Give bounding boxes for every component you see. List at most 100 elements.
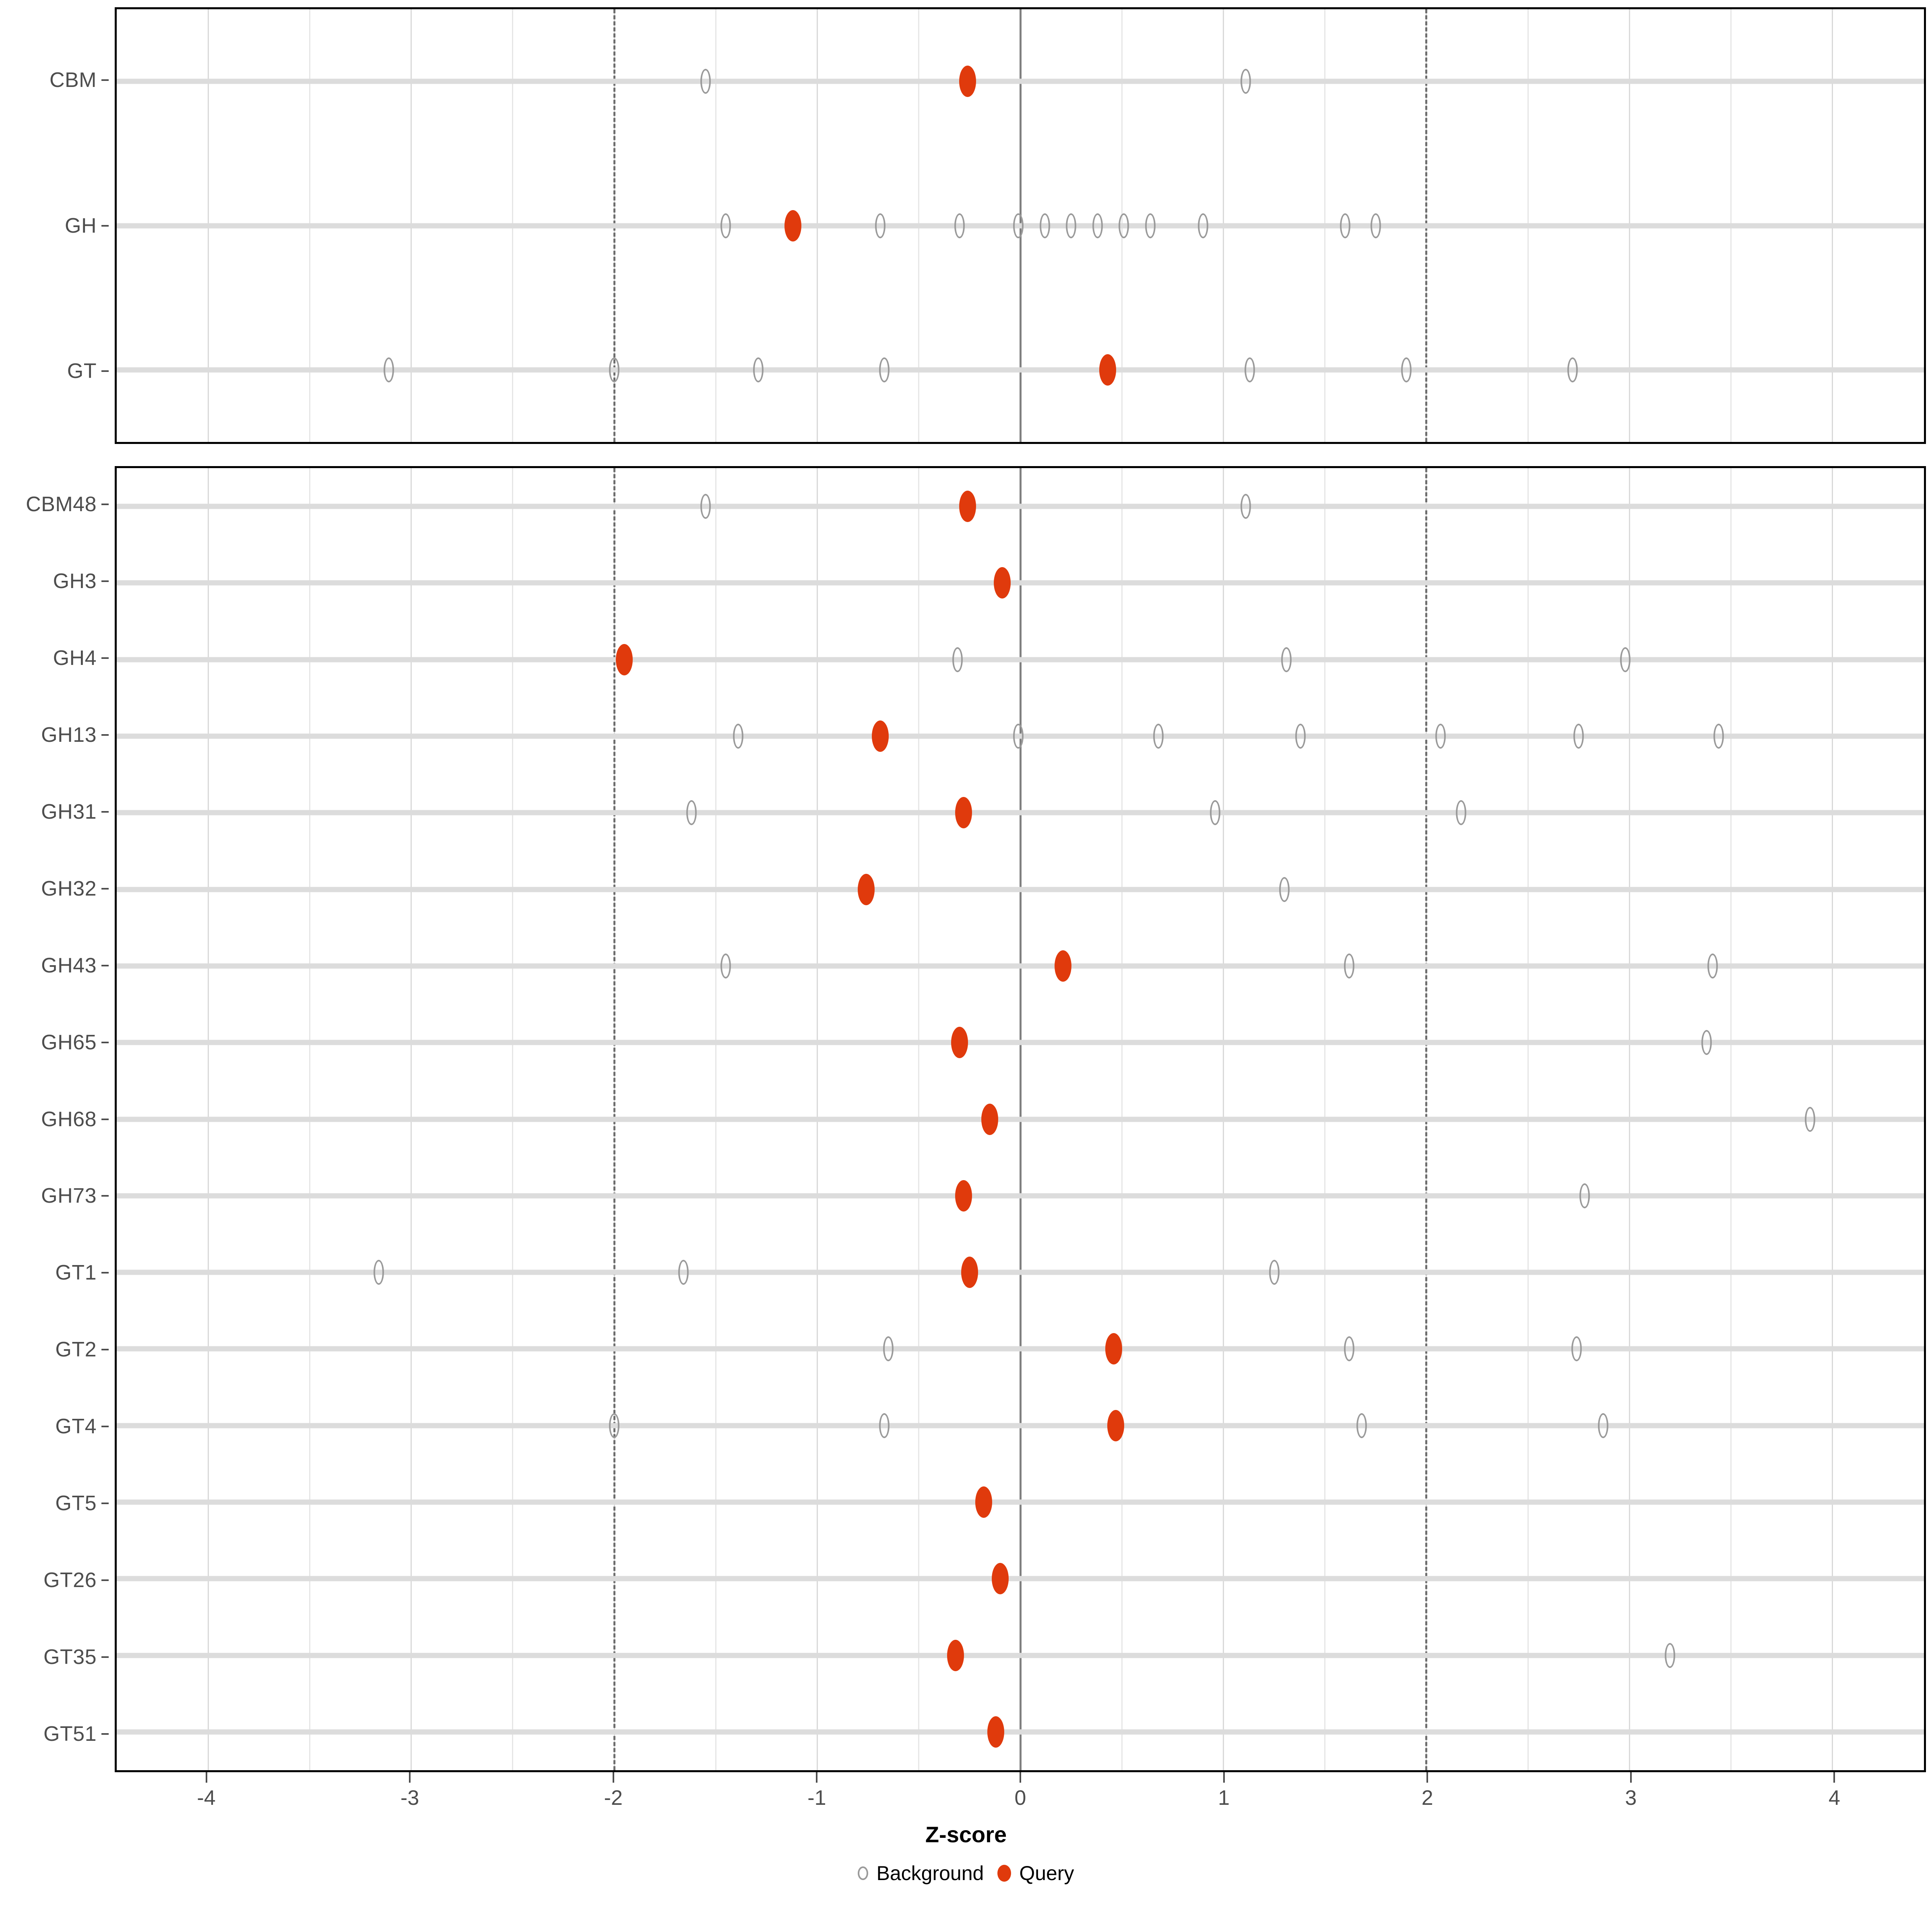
y-tick-mark (101, 811, 109, 813)
background-point[interactable] (1573, 724, 1584, 749)
background-point[interactable] (1269, 1260, 1280, 1285)
background-point[interactable] (609, 1413, 619, 1438)
plot-area-family-level (117, 468, 1924, 1770)
query-point[interactable] (955, 1180, 972, 1212)
query-point[interactable] (975, 1486, 993, 1518)
background-point[interactable] (1344, 953, 1355, 978)
row-gridline (117, 657, 1924, 663)
y-axis-label-gh32: GH32 (41, 877, 97, 900)
y-tick-mark (101, 580, 109, 582)
background-point[interactable] (733, 724, 743, 749)
row-gridline (117, 504, 1924, 509)
y-tick-mark (101, 1272, 109, 1274)
query-point[interactable] (784, 210, 801, 242)
query-point[interactable] (951, 1027, 968, 1059)
background-point[interactable] (1340, 213, 1351, 238)
query-point[interactable] (947, 1639, 964, 1671)
background-point[interactable] (1598, 1413, 1608, 1438)
background-point[interactable] (1066, 213, 1077, 238)
background-point[interactable] (1198, 213, 1209, 238)
legend-item-query[interactable]: Query (997, 1862, 1074, 1885)
background-point[interactable] (1665, 1643, 1676, 1668)
y-tick-mark (101, 888, 109, 890)
background-point[interactable] (952, 647, 963, 672)
y-tick-mark (101, 1733, 109, 1735)
y-tick-mark (101, 1656, 109, 1658)
query-point[interactable] (871, 720, 889, 752)
x-tick-mark--1 (816, 1772, 818, 1783)
background-point[interactable] (686, 800, 697, 826)
background-point[interactable] (1620, 647, 1631, 672)
background-point[interactable] (1571, 1336, 1582, 1362)
query-point[interactable] (961, 1257, 978, 1288)
background-point[interactable] (1145, 213, 1156, 238)
query-point[interactable] (959, 491, 976, 522)
background-point[interactable] (954, 213, 965, 238)
background-point[interactable] (700, 69, 711, 94)
background-point[interactable] (1713, 724, 1724, 749)
background-point[interactable] (373, 1260, 384, 1285)
background-point[interactable] (700, 494, 711, 519)
query-point[interactable] (1099, 354, 1116, 386)
background-point[interactable] (1295, 724, 1306, 749)
query-point[interactable] (1054, 950, 1071, 982)
x-tick-label-1: 1 (1218, 1786, 1230, 1810)
background-point[interactable] (1707, 953, 1718, 978)
background-point[interactable] (1240, 494, 1251, 519)
x-tick-label-4: 4 (1829, 1786, 1840, 1810)
query-point[interactable] (991, 1563, 1009, 1595)
y-axis-label-gt5: GT5 (55, 1491, 97, 1515)
background-point[interactable] (1805, 1106, 1816, 1132)
y-tick-mark (101, 734, 109, 736)
background-point[interactable] (678, 1260, 689, 1285)
row-gridline (117, 1499, 1924, 1505)
query-point[interactable] (987, 1716, 1005, 1748)
background-point[interactable] (1092, 213, 1103, 238)
background-point[interactable] (1356, 1413, 1367, 1438)
background-point[interactable] (1370, 213, 1381, 238)
background-point[interactable] (1240, 69, 1251, 94)
background-point[interactable] (879, 1413, 890, 1438)
background-point[interactable] (1245, 357, 1255, 382)
background-point[interactable] (720, 953, 731, 978)
background-point[interactable] (1013, 724, 1024, 749)
query-point[interactable] (857, 873, 875, 905)
query-point[interactable] (981, 1103, 999, 1135)
background-point[interactable] (609, 357, 619, 382)
background-point[interactable] (1153, 724, 1164, 749)
background-point[interactable] (384, 357, 394, 382)
background-point[interactable] (883, 1336, 894, 1362)
y-axis-label-gt51: GT51 (43, 1722, 97, 1746)
background-point[interactable] (753, 357, 764, 382)
background-point[interactable] (1344, 1336, 1355, 1362)
query-point[interactable] (616, 644, 633, 675)
background-point[interactable] (1039, 213, 1050, 238)
x-tick-mark--2 (612, 1772, 614, 1783)
query-point[interactable] (993, 567, 1011, 599)
row-gridline (117, 887, 1924, 892)
background-point[interactable] (879, 357, 890, 382)
background-point[interactable] (1401, 357, 1412, 382)
background-point[interactable] (1701, 1030, 1712, 1055)
query-point[interactable] (1105, 1333, 1123, 1365)
query-point[interactable] (955, 797, 972, 829)
background-point[interactable] (1567, 357, 1578, 382)
query-point[interactable] (1107, 1410, 1125, 1441)
background-point[interactable] (720, 213, 731, 238)
legend-item-background[interactable]: Background (858, 1862, 984, 1885)
x-tick-label--4: -4 (197, 1786, 216, 1810)
background-point[interactable] (1013, 213, 1024, 238)
background-point[interactable] (1119, 213, 1129, 238)
background-point[interactable] (1210, 800, 1221, 826)
row-gridline (117, 1423, 1924, 1428)
legend-label-query: Query (1019, 1862, 1074, 1885)
row-gridline (117, 78, 1924, 84)
background-point[interactable] (875, 213, 886, 238)
background-point[interactable] (1281, 647, 1292, 672)
query-point[interactable] (959, 66, 976, 97)
background-point[interactable] (1455, 800, 1466, 826)
y-tick-mark (101, 1041, 109, 1043)
background-point[interactable] (1579, 1183, 1590, 1208)
background-point[interactable] (1435, 724, 1446, 749)
background-point[interactable] (1279, 877, 1290, 902)
